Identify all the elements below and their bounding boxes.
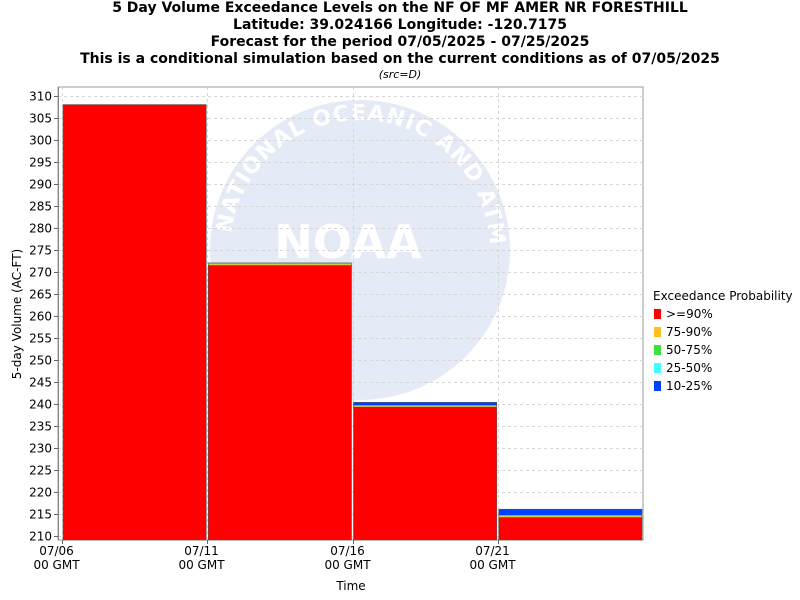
legend-swatch bbox=[654, 363, 661, 373]
bar-0-segment-0 bbox=[63, 104, 207, 541]
legend-swatch bbox=[654, 381, 661, 391]
legend: Exceedance Probability >=90% 75-90% 50-75%… bbox=[653, 289, 793, 395]
chart-title: 5 Day Volume Exceedance Levels on the NF… bbox=[112, 0, 688, 16]
bar-1-segment-1 bbox=[208, 264, 352, 266]
legend-items: >=90% 75-90% 50-75% 25-50% 10-25% bbox=[653, 305, 793, 395]
period-subtitle: Forecast for the period 07/05/2025 - 07/… bbox=[210, 34, 590, 50]
y-tick-label: 230 bbox=[29, 442, 52, 456]
y-tick-label: 280 bbox=[29, 222, 52, 236]
legend-swatch bbox=[654, 345, 661, 355]
chart-axes: 210 215 220 225 230 235 240 245 250 255 260 265 270 2… bbox=[29, 87, 516, 572]
y-tick-label: 275 bbox=[29, 244, 52, 258]
y-tick-label: 250 bbox=[29, 354, 52, 368]
legend-label: 25-50% bbox=[666, 361, 713, 375]
y-tick-label: 260 bbox=[29, 310, 52, 324]
legend-item: >=90% bbox=[653, 305, 793, 323]
legend-swatch bbox=[654, 309, 661, 319]
legend-label: 10-25% bbox=[666, 379, 713, 393]
y-tick-label: 310 bbox=[29, 90, 52, 104]
simulation-subtitle: This is a conditional simulation based o… bbox=[80, 51, 720, 67]
y-tick-label: 225 bbox=[29, 464, 52, 478]
y-tick-label: 270 bbox=[29, 266, 52, 280]
location-subtitle: Latitude: 39.024166 Longitude: -120.7175 bbox=[233, 17, 567, 33]
bar-3-outline bbox=[498, 508, 643, 541]
y-tick-label: 240 bbox=[29, 398, 52, 412]
y-tick-label: 300 bbox=[29, 134, 52, 148]
y-tick-label: 290 bbox=[29, 178, 52, 192]
y-tick-label: 285 bbox=[29, 200, 52, 214]
watermark-logo-text: NOAA bbox=[274, 215, 422, 269]
y-tick-label: 215 bbox=[29, 508, 52, 522]
bar-2-segment-0 bbox=[353, 406, 497, 540]
bar-2-outline bbox=[353, 402, 498, 541]
legend-swatch bbox=[654, 327, 661, 337]
y-tick-label: 235 bbox=[29, 420, 52, 434]
legend-item: 50-75% bbox=[653, 341, 793, 359]
y-tick-label: 245 bbox=[29, 376, 52, 390]
legend-item: 25-50% bbox=[653, 359, 793, 377]
x-tick-label-time: 00 GMT bbox=[324, 558, 371, 572]
bar-2-segment-4 bbox=[353, 402, 497, 406]
x-tick-label-date: 07/11 bbox=[184, 544, 219, 558]
bar-0-outline bbox=[62, 104, 207, 541]
x-tick-label-time: 00 GMT bbox=[178, 558, 225, 572]
y-tick-label: 295 bbox=[29, 156, 52, 170]
legend-item: 10-25% bbox=[653, 377, 793, 395]
x-tick-label-time: 00 GMT bbox=[33, 558, 80, 572]
x-tick-label-time: 00 GMT bbox=[469, 558, 516, 572]
x-tick-label-date: 07/16 bbox=[330, 544, 365, 558]
chart-title-block: 5 Day Volume Exceedance Levels on the NF… bbox=[0, 0, 800, 82]
y-axis-label: 5-day Volume (AC-FT) bbox=[10, 249, 24, 379]
legend-title: Exceedance Probability bbox=[653, 289, 793, 303]
x-axis-label: Time bbox=[335, 579, 365, 593]
chart-bars bbox=[62, 104, 643, 541]
y-tick-label: 210 bbox=[29, 530, 52, 544]
bar-1-segment-0 bbox=[208, 265, 352, 540]
y-tick-label: 255 bbox=[29, 332, 52, 346]
y-tick-label: 220 bbox=[29, 486, 52, 500]
bar-3-segment-4 bbox=[498, 509, 642, 516]
bar-3-segment-0 bbox=[498, 517, 642, 540]
legend-label: >=90% bbox=[666, 307, 713, 321]
legend-label: 50-75% bbox=[666, 343, 713, 357]
x-tick-label-date: 07/21 bbox=[475, 544, 510, 558]
bar-3-segment-1 bbox=[498, 516, 642, 518]
y-tick-label: 305 bbox=[29, 112, 52, 126]
x-tick-label-date: 07/06 bbox=[39, 544, 74, 558]
legend-label: 75-90% bbox=[666, 325, 713, 339]
source-note: (src=D) bbox=[378, 68, 422, 81]
bar-1-outline bbox=[207, 262, 352, 541]
legend-item: 75-90% bbox=[653, 323, 793, 341]
y-tick-label: 265 bbox=[29, 288, 52, 302]
